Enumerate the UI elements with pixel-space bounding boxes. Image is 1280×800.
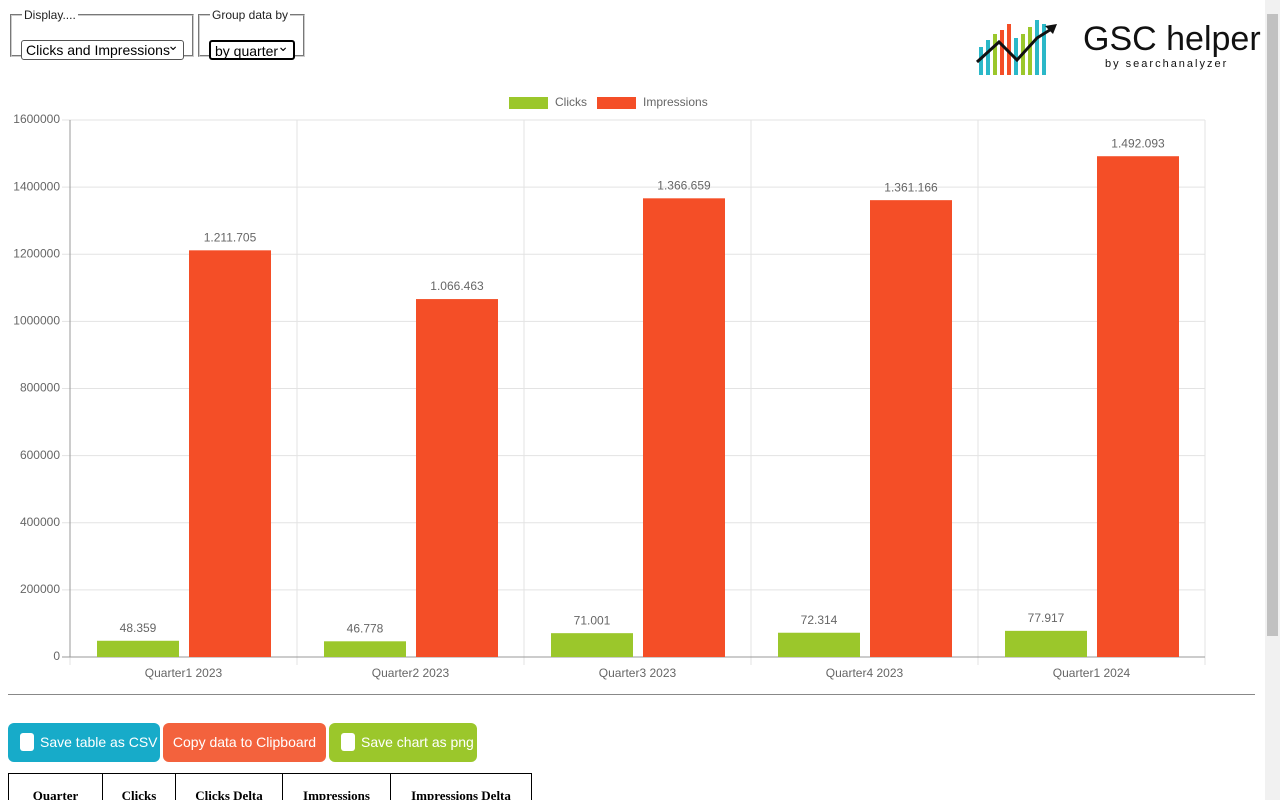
bar: [1097, 156, 1179, 657]
value-label: 1.066.463: [430, 279, 484, 293]
x-tick-label: Quarter2 2023: [372, 666, 450, 680]
display-select[interactable]: Clicks and Impressions: [21, 37, 184, 60]
value-label: 1.366.659: [657, 178, 711, 192]
header-cell: Clicks: [102, 773, 176, 800]
value-label: 71.001: [574, 613, 611, 627]
y-tick-label: 1600000: [13, 112, 60, 126]
value-label: 1.211.705: [204, 230, 257, 244]
display-fieldset: Display.... Clicks and Impressions: [10, 8, 194, 60]
bar: [324, 641, 406, 657]
value-label: 1.492.093: [1111, 136, 1165, 150]
value-label: 77.917: [1028, 611, 1065, 625]
logo[interactable]: GSC helper by searchanalyzer: [975, 12, 1261, 78]
header-row: Quarter Clicks Clicks Delta Impressions …: [8, 773, 532, 800]
y-tick-label: 400000: [20, 515, 60, 529]
bar: [643, 198, 725, 658]
x-tick-label: Quarter4 2023: [826, 666, 904, 680]
bar: [416, 299, 498, 657]
y-tick-label: 1400000: [13, 179, 60, 193]
bar: [189, 250, 271, 657]
x-tick-label: Quarter3 2023: [599, 666, 677, 680]
header-cell: Quarter: [8, 773, 103, 800]
logo-title: GSC helper: [1083, 20, 1261, 58]
bar: [551, 633, 633, 657]
group-legend: Group data by: [212, 8, 289, 22]
x-tick-label: Quarter1 2023: [145, 666, 223, 680]
header-cell: Impressions: [282, 773, 391, 800]
chart: 0 200000 400000 600000 800000 1000000 1200000 1…: [13, 95, 1206, 680]
button-label: Copy data to Clipboard: [172, 734, 317, 750]
display-legend: Display....: [24, 8, 76, 22]
button-label: Save table as CSV: [40, 734, 158, 750]
legend-label: Clicks: [555, 95, 587, 109]
data-table: Quarter Clicks Clicks Delta Impressions …: [8, 773, 532, 800]
y-tick-label: 800000: [20, 381, 60, 395]
value-label: 48.359: [120, 621, 157, 635]
save-csv-button[interactable]: Save table as CSV: [8, 723, 160, 762]
save-png-button[interactable]: Save chart as png: [329, 723, 477, 762]
legend-label: Impressions: [643, 95, 708, 109]
y-tick-label: 1000000: [13, 314, 60, 328]
header-cell: Impressions Delta: [390, 773, 532, 800]
scrollbar-thumb[interactable]: [1267, 14, 1278, 636]
legend-swatch: [509, 97, 548, 109]
scrollbar[interactable]: [1265, 0, 1280, 800]
value-label: 46.778: [347, 621, 384, 635]
bar: [1005, 630, 1087, 657]
x-tick-label: Quarter1 2024: [1053, 666, 1131, 680]
y-tick-label: 0: [53, 649, 60, 663]
header-cell: Clicks Delta: [175, 773, 283, 800]
group-fieldset: Group data by by quarter: [198, 8, 305, 60]
y-tick-label: 600000: [20, 448, 60, 462]
y-tick-label: 200000: [20, 582, 60, 596]
logo-subtitle: by searchanalyzer: [1105, 58, 1229, 70]
logo-icon: [975, 20, 1057, 75]
value-label: 72.314: [801, 613, 838, 627]
separator: [8, 694, 1255, 695]
bar: [870, 200, 952, 657]
bar: [778, 632, 860, 657]
icon: [20, 732, 34, 751]
icon: [341, 732, 355, 751]
copy-clipboard-button[interactable]: Copy data to Clipboard: [163, 723, 326, 762]
value-label: 1.361.166: [884, 180, 938, 194]
group-select[interactable]: by quarter: [209, 38, 295, 60]
legend-swatch: [597, 97, 636, 109]
button-label: Save chart as png: [361, 734, 474, 750]
y-tick-label: 1200000: [13, 246, 60, 260]
bar: [97, 640, 179, 657]
